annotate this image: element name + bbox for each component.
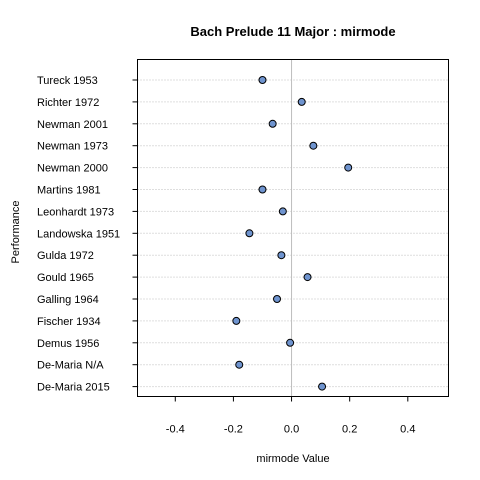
y-tick-label: De-Maria 2015: [37, 382, 110, 394]
plot-frame: [137, 59, 449, 397]
x-tick-label: 0.4: [400, 424, 415, 436]
x-tick-label: 0.0: [284, 424, 299, 436]
data-point: [258, 185, 267, 194]
y-tick-label: Martins 1981: [37, 185, 101, 197]
y-tick-label: Newman 2000: [37, 163, 108, 175]
data-point: [268, 119, 277, 128]
data-points: [232, 76, 353, 391]
data-point: [318, 382, 327, 391]
data-point: [277, 251, 286, 260]
data-point: [235, 360, 244, 369]
x-tick-label: 0.2: [342, 424, 357, 436]
data-point: [309, 141, 318, 150]
x-axis: -0.4 -0.2 0.0 0.2 0.4: [166, 396, 415, 436]
data-point: [286, 338, 295, 347]
y-tick-labels: Tureck 1953 Richter 1972 Newman 2001 Newman…: [37, 75, 120, 394]
y-tick-label: Tureck 1953: [37, 75, 98, 87]
y-ticks: [132, 79, 138, 388]
y-axis-title: Performance: [10, 201, 22, 264]
x-tick-label: -0.2: [224, 424, 243, 436]
gridlines: [137, 79, 449, 388]
data-point: [258, 76, 267, 84]
x-tick-label: -0.4: [166, 424, 185, 436]
x-axis-title: mirmode Value: [256, 453, 329, 465]
y-tick-label: Galling 1964: [37, 294, 99, 306]
y-tick-label: Gulda 1972: [37, 250, 94, 262]
y-tick-label: Fischer 1934: [37, 316, 101, 328]
chart-title: Bach Prelude 11 Major : mirmode: [190, 24, 395, 39]
y-tick-label: Newman 2001: [37, 119, 108, 131]
data-point: [245, 229, 254, 238]
data-point: [303, 273, 312, 282]
y-tick-label: Newman 1973: [37, 141, 108, 153]
data-point: [278, 207, 287, 216]
y-tick-label: Gould 1965: [37, 272, 94, 284]
y-tick-label: Landowska 1951: [37, 228, 120, 240]
y-tick-label: Leonhardt 1973: [37, 206, 114, 218]
y-tick-label: Richter 1972: [37, 97, 99, 109]
data-point: [273, 295, 282, 303]
y-tick-label: De-Maria N/A: [37, 360, 104, 372]
y-tick-label: Demus 1956: [37, 338, 99, 350]
data-point: [297, 97, 306, 106]
data-point: [232, 316, 241, 325]
data-point: [344, 163, 353, 172]
